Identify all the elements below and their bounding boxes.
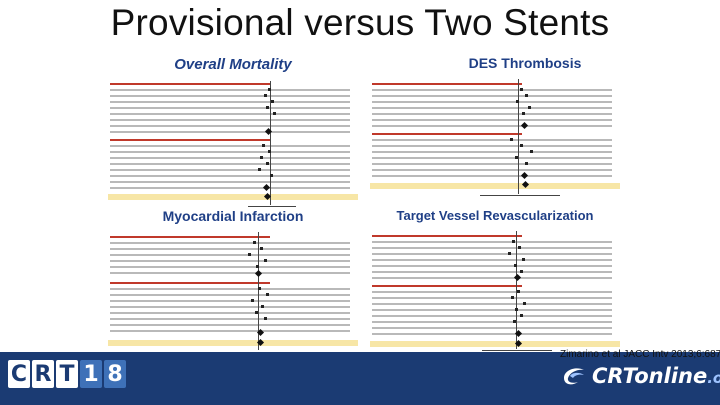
des-thrombosis-forest-plot — [370, 71, 620, 200]
target-vessel-revascularization-forest-plot — [370, 223, 620, 355]
crt18-logo-letter: T — [56, 360, 78, 388]
crt18-logo-digit: 1 — [80, 360, 102, 388]
des-thrombosis-panel: DES Thrombosis — [370, 52, 620, 200]
des-thrombosis-title: DES Thrombosis — [468, 55, 582, 71]
overall-mortality-forest-plot — [108, 73, 358, 208]
target-vessel-revascularization-panel: Target Vessel Revascularization — [370, 208, 620, 356]
crt18-logo-letter: C — [8, 360, 30, 388]
crtonline-logo-text: CRTonline.org — [592, 364, 720, 388]
slide-title: Provisional versus Two Stents — [110, 2, 610, 43]
myocardial-infarction-forest-plot — [108, 224, 358, 356]
overall-mortality-panel: Overall Mortality — [108, 52, 358, 208]
crt18-logo-digit: 8 — [104, 360, 126, 388]
citation: Zimarino et al JACC Intv 2013;6:687 — [560, 349, 720, 360]
overall-mortality-title: Overall Mortality — [174, 56, 292, 73]
target-vessel-revascularization-title: Target Vessel Revascularization — [396, 208, 594, 223]
crtonline-logo: CRTonline.org — [560, 364, 720, 388]
crt18-logo: C R T 1 8 — [8, 360, 126, 388]
crtonline-swirl-icon — [564, 368, 584, 385]
crt18-logo-letter: R — [32, 360, 54, 388]
myocardial-infarction-title: Myocardial Infarction — [162, 208, 304, 224]
myocardial-infarction-panel: Myocardial Infarction — [108, 208, 358, 358]
